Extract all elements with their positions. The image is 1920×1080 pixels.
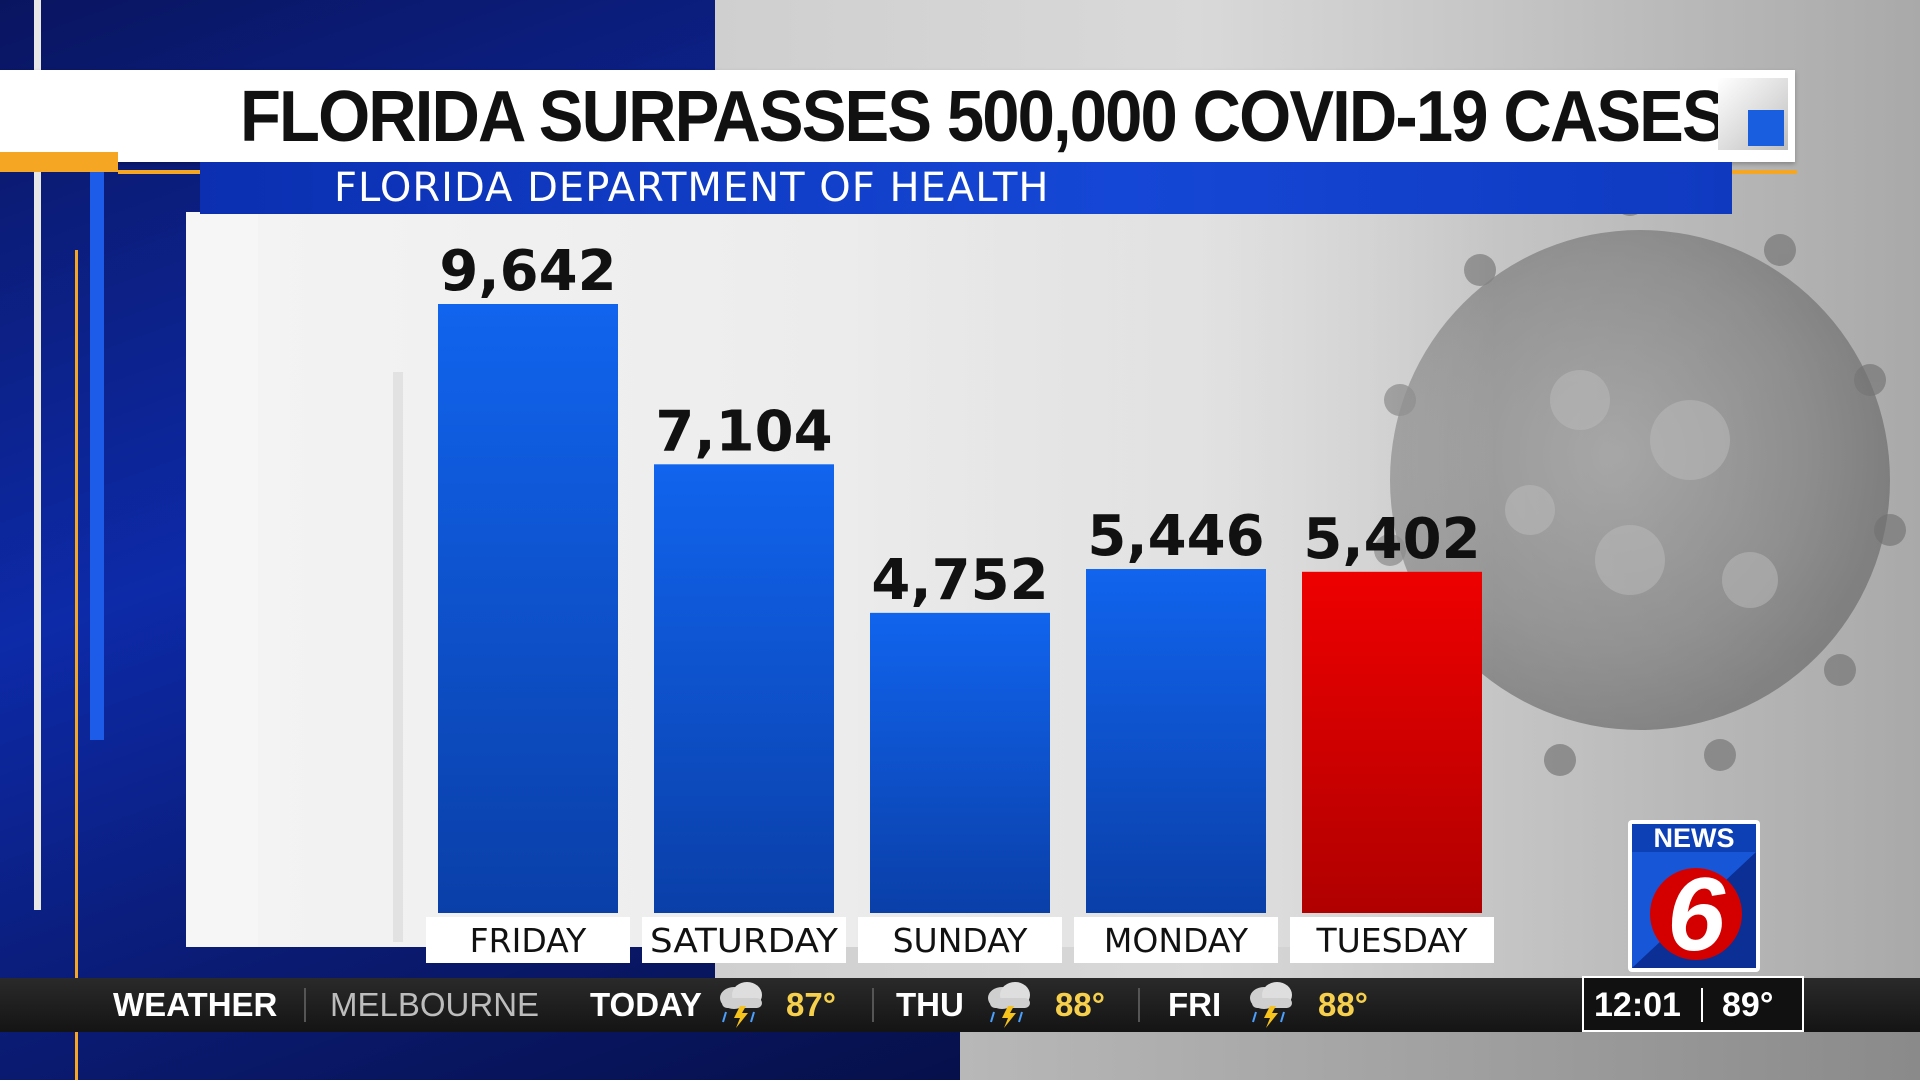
forecast-temp-today: 87° (786, 986, 836, 1023)
forecast-temp-thu: 88° (1055, 986, 1105, 1023)
value-label: 5,402 (1303, 507, 1480, 572)
thunderstorm-icon (988, 982, 1030, 1028)
category-label-box (642, 917, 846, 963)
value-label: 9,642 (439, 239, 616, 304)
decor-line-orange (75, 250, 78, 1080)
chart-panel (186, 212, 1496, 947)
category-label: SATURDAY (650, 921, 839, 960)
category-label-box (1074, 917, 1278, 963)
decor-line-blue (90, 170, 104, 740)
category-label-box (1290, 917, 1494, 963)
headline-bar (0, 70, 1795, 162)
bar-monday (1086, 569, 1266, 913)
value-label: 5,446 (1087, 504, 1264, 569)
background-bottom-right (960, 1030, 1920, 1080)
logo-text: NEWS (1654, 823, 1735, 853)
orange-accent (0, 152, 118, 172)
category-label-box (426, 917, 630, 963)
ticker-separator (1138, 988, 1140, 1022)
value-label: 7,104 (655, 399, 832, 464)
bar-sunday (870, 612, 1050, 913)
headline: FLORIDA SURPASSES 500,000 COVID-19 CASES (240, 77, 1727, 157)
value-label: 4,752 (871, 548, 1048, 613)
forecast-day-fri: FRI (1168, 986, 1222, 1023)
source-label: FLORIDA DEPARTMENT OF HEALTH (334, 165, 1050, 211)
news6-logo: NEWS 6 (1628, 820, 1760, 973)
current-temp: 89° (1722, 986, 1774, 1024)
chart-panel-line (393, 372, 403, 942)
bar-tuesday (1302, 571, 1482, 913)
ticker-separator (304, 988, 306, 1022)
ticker-separator (872, 988, 874, 1022)
forecast-day-thu: THU (896, 986, 964, 1023)
bar-friday (438, 304, 618, 913)
bar-saturday (654, 464, 834, 913)
clock-time: 12:01 (1594, 986, 1681, 1024)
forecast-temp-fri: 88° (1318, 986, 1368, 1023)
category-label-box (858, 917, 1062, 963)
forecast-day-today: TODAY (590, 986, 702, 1023)
category-label: FRIDAY (470, 921, 587, 960)
orange-accent-line (118, 170, 203, 174)
clock-separator (1701, 988, 1703, 1022)
clock-box (1582, 976, 1804, 1032)
chart-panel-strip (186, 212, 258, 947)
category-label: MONDAY (1104, 921, 1249, 960)
thunderstorm-icon (720, 982, 762, 1028)
ticker-city: MELBOURNE (330, 986, 540, 1023)
category-label: SUNDAY (893, 921, 1029, 960)
orange-accent-line-right (1732, 170, 1797, 174)
category-label: TUESDAY (1315, 921, 1468, 960)
thunderstorm-icon (1250, 982, 1292, 1028)
source-bar (200, 162, 1732, 214)
decor-line-white (34, 0, 41, 910)
headline-corner-square (1748, 110, 1784, 146)
ticker-label: WEATHER (113, 986, 278, 1023)
logo-number: 6 (1667, 857, 1726, 973)
